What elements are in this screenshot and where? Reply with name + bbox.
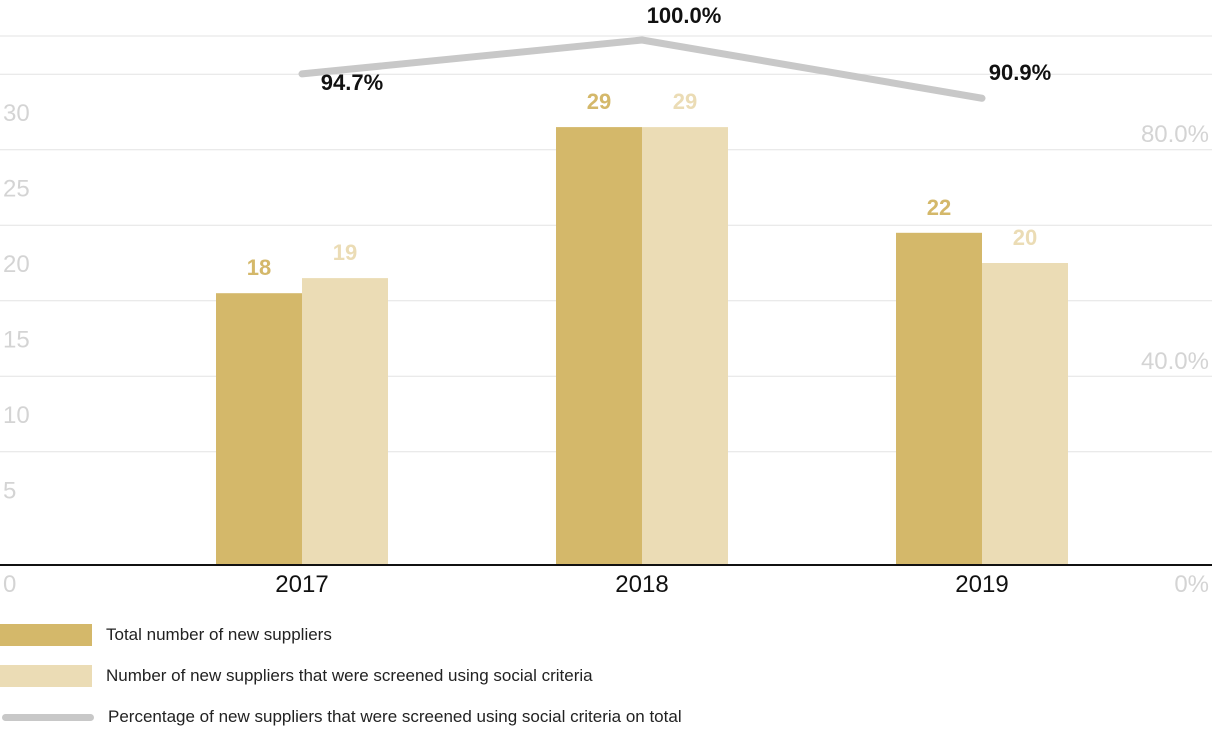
legend-label-total: Total number of new suppliers bbox=[106, 625, 332, 644]
bar-value-label: 19 bbox=[333, 240, 357, 265]
percentage-value-label: 90.9% bbox=[989, 60, 1051, 85]
bar bbox=[896, 232, 982, 566]
y-tick-label: 0 bbox=[3, 571, 16, 598]
legend-item-screened: Number of new suppliers that were screen… bbox=[0, 661, 593, 691]
legend-swatch-screened bbox=[0, 665, 92, 687]
legend-swatch-total bbox=[0, 624, 92, 646]
legend-label-percentage: Percentage of new suppliers that were sc… bbox=[108, 707, 682, 726]
percentage-value-label: 94.7% bbox=[321, 70, 383, 95]
y-tick-label: 10 bbox=[3, 402, 30, 429]
y-tick-label: 15 bbox=[3, 327, 30, 354]
bar-value-label: 20 bbox=[1013, 225, 1037, 250]
percentage-labels: 94.7% 100.0% 90.9% bbox=[321, 3, 1051, 95]
bar bbox=[642, 127, 728, 565]
y2-tick-label: 80.0% bbox=[1141, 121, 1209, 148]
bar bbox=[216, 293, 302, 565]
bar-value-label: 22 bbox=[927, 195, 951, 220]
y-tick-label: 5 bbox=[3, 478, 16, 505]
legend-item-percentage: Percentage of new suppliers that were sc… bbox=[0, 702, 682, 732]
x-category-label: 2019 bbox=[955, 571, 1008, 598]
legend-line-percentage bbox=[2, 713, 94, 721]
percentage-value-label: 100.0% bbox=[647, 3, 722, 28]
bar bbox=[556, 127, 642, 565]
bar-value-label: 29 bbox=[587, 89, 611, 114]
bar bbox=[302, 278, 388, 565]
bar-value-label: 29 bbox=[673, 89, 697, 114]
bar bbox=[982, 263, 1068, 565]
chart-svg: 0 5 10 15 20 25 30 0% 40.0% 80.0% 18 19 29 29 22 20 9… bbox=[0, 3, 1212, 598]
y-tick-label: 20 bbox=[3, 251, 30, 278]
y-tick-label: 25 bbox=[3, 176, 30, 203]
bars bbox=[216, 127, 1068, 566]
y-tick-label: 30 bbox=[3, 100, 30, 127]
left-axis-ticks: 0 5 10 15 20 25 30 bbox=[3, 100, 30, 598]
right-axis-ticks: 0% 40.0% 80.0% bbox=[1141, 121, 1209, 598]
bar-value-label: 18 bbox=[247, 255, 271, 280]
percentage-line bbox=[298, 36, 986, 102]
category-labels: 2017 2018 2019 bbox=[275, 571, 1008, 598]
legend-label-screened: Number of new suppliers that were screen… bbox=[106, 666, 593, 685]
x-category-label: 2018 bbox=[615, 571, 668, 598]
legend-item-total: Total number of new suppliers bbox=[0, 620, 332, 650]
y2-tick-label: 0% bbox=[1174, 571, 1209, 598]
y2-tick-label: 40.0% bbox=[1141, 348, 1209, 375]
x-category-label: 2017 bbox=[275, 571, 328, 598]
percentage-line-path bbox=[298, 36, 986, 102]
bar-value-labels: 18 19 29 29 22 20 bbox=[247, 89, 1037, 280]
